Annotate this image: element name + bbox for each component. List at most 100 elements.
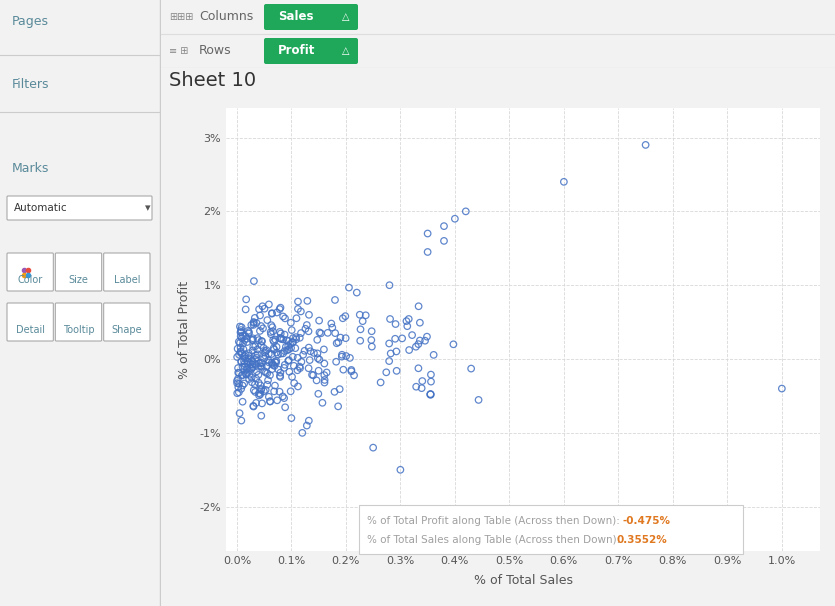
Text: Tooltip: Tooltip [63,325,94,335]
Point [250,333,264,343]
Point [328,387,342,397]
Point [264,397,277,407]
Point [233,338,246,348]
Point [235,356,248,366]
Point [384,348,397,358]
Point [291,304,305,314]
Point [235,322,248,332]
Point [365,335,378,345]
Point [245,373,258,382]
Point [252,378,266,388]
Point [261,380,274,390]
Point [231,374,245,384]
Point [251,370,265,380]
Point [274,303,287,313]
Point [290,335,303,344]
Point [246,345,260,355]
Point [412,301,425,311]
Point [270,348,283,358]
Point [330,338,343,348]
Point [304,347,317,356]
Point [302,343,316,353]
Point [232,368,245,378]
Point [247,318,261,328]
Point [325,319,338,328]
Point [302,416,316,425]
Point [313,328,326,338]
Point [287,361,301,371]
Point [244,359,257,369]
Point [253,311,266,321]
Point [246,333,260,343]
Point [230,376,244,385]
Point [282,344,296,354]
Point [265,321,278,330]
Point [266,358,279,367]
Point [413,318,427,327]
Point [267,387,281,396]
Text: Detail: Detail [16,325,44,335]
Point [275,335,288,344]
Text: Profit: Profit [278,44,316,58]
Point [255,362,268,371]
Point [317,345,331,355]
Point [421,247,434,257]
Point [266,322,279,332]
Point [464,364,478,373]
FancyBboxPatch shape [104,253,150,291]
Point [245,364,258,374]
Point [415,384,428,393]
Point [235,349,249,359]
Point [256,301,269,311]
Point [278,346,291,356]
Point [259,385,272,395]
Point [394,465,407,474]
Point [278,330,291,339]
Point [249,341,262,351]
Point [252,335,266,345]
Point [235,416,248,425]
Point [246,401,260,411]
Text: Rows: Rows [199,44,231,58]
Point [273,333,286,343]
Point [402,345,416,355]
Point [286,333,300,343]
Point [245,335,259,345]
Point [306,370,320,380]
Point [293,333,306,342]
Point [291,297,305,307]
Point [281,341,295,351]
Point [230,388,244,398]
Point [262,299,276,309]
Point [289,344,302,353]
Text: % of Total Sales along Table (Across then Down):: % of Total Sales along Table (Across the… [367,535,624,545]
Point [291,382,305,391]
Point [459,207,473,216]
Point [412,364,425,373]
Point [243,370,256,379]
Point [307,348,321,358]
Point [337,313,350,323]
Point [236,339,250,348]
Point [269,335,282,344]
Point [236,344,250,354]
Point [312,366,326,376]
Point [409,382,423,391]
Point [775,384,788,393]
Point [237,356,250,366]
Point [240,334,253,344]
Point [472,395,485,405]
Point [293,362,306,371]
Point [276,348,290,358]
Point [266,359,279,369]
Point [262,358,276,367]
Point [233,408,246,418]
Point [239,305,252,315]
Point [268,361,281,371]
Point [268,381,281,390]
Text: Color: Color [18,275,43,285]
Point [245,320,258,330]
Point [277,363,291,373]
Point [270,356,283,365]
Point [285,343,298,353]
